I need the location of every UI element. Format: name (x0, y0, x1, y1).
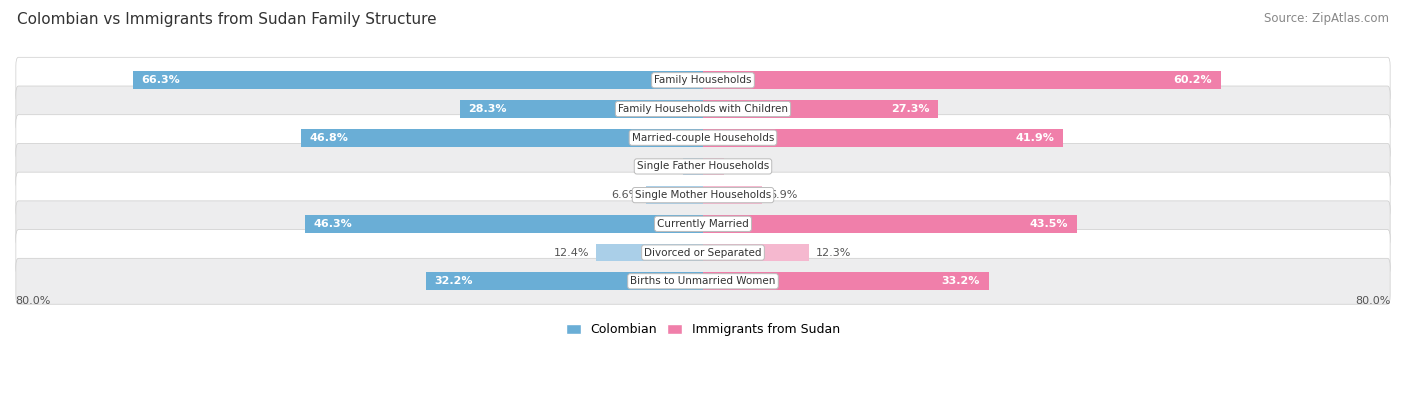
Text: Colombian vs Immigrants from Sudan Family Structure: Colombian vs Immigrants from Sudan Famil… (17, 12, 436, 27)
Text: Family Households with Children: Family Households with Children (619, 104, 787, 114)
FancyBboxPatch shape (15, 172, 1391, 218)
Text: 28.3%: 28.3% (468, 104, 506, 114)
Text: Divorced or Separated: Divorced or Separated (644, 248, 762, 258)
Text: 60.2%: 60.2% (1174, 75, 1212, 85)
Bar (703, 186, 762, 204)
Bar (683, 158, 703, 175)
Bar (132, 71, 703, 89)
FancyBboxPatch shape (15, 201, 1391, 247)
FancyBboxPatch shape (15, 143, 1391, 189)
Text: 32.2%: 32.2% (434, 276, 474, 286)
Text: 66.3%: 66.3% (142, 75, 180, 85)
Text: 12.4%: 12.4% (554, 248, 589, 258)
Text: 6.6%: 6.6% (612, 190, 640, 200)
Text: Married-couple Households: Married-couple Households (631, 133, 775, 143)
FancyBboxPatch shape (15, 258, 1391, 304)
Text: Family Households: Family Households (654, 75, 752, 85)
FancyBboxPatch shape (15, 86, 1391, 132)
Text: Births to Unmarried Women: Births to Unmarried Women (630, 276, 776, 286)
Bar (703, 244, 808, 261)
Text: Single Mother Households: Single Mother Households (636, 190, 770, 200)
Bar (703, 129, 1063, 147)
Bar (703, 273, 988, 290)
Text: 33.2%: 33.2% (942, 276, 980, 286)
Text: 2.4%: 2.4% (731, 162, 759, 171)
Bar (647, 186, 703, 204)
Bar (596, 244, 703, 261)
Text: 43.5%: 43.5% (1031, 219, 1069, 229)
Bar (703, 215, 1077, 233)
Bar (703, 71, 1220, 89)
Text: 12.3%: 12.3% (815, 248, 851, 258)
Text: 46.3%: 46.3% (314, 219, 352, 229)
Text: 27.3%: 27.3% (890, 104, 929, 114)
Bar (426, 273, 703, 290)
Bar (460, 100, 703, 118)
Text: Source: ZipAtlas.com: Source: ZipAtlas.com (1264, 12, 1389, 25)
Bar (703, 158, 724, 175)
Text: Currently Married: Currently Married (657, 219, 749, 229)
Text: 80.0%: 80.0% (1355, 295, 1391, 306)
Text: 46.8%: 46.8% (309, 133, 349, 143)
FancyBboxPatch shape (15, 57, 1391, 103)
Text: 2.3%: 2.3% (648, 162, 676, 171)
Text: 6.9%: 6.9% (769, 190, 797, 200)
Text: Single Father Households: Single Father Households (637, 162, 769, 171)
Text: 80.0%: 80.0% (15, 295, 51, 306)
FancyBboxPatch shape (15, 229, 1391, 276)
Legend: Colombian, Immigrants from Sudan: Colombian, Immigrants from Sudan (562, 320, 844, 340)
FancyBboxPatch shape (15, 115, 1391, 161)
Bar (703, 100, 938, 118)
Bar (305, 215, 703, 233)
Bar (301, 129, 703, 147)
Text: 41.9%: 41.9% (1017, 133, 1054, 143)
